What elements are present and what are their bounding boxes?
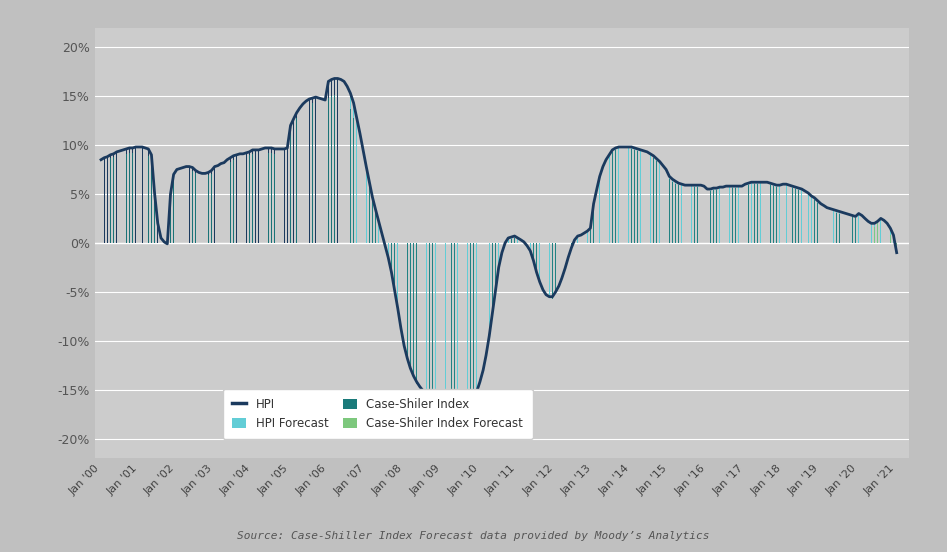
Text: Source: Case-Shiller Index Forecast data provided by Moody’s Analytics: Source: Case-Shiller Index Forecast data…: [238, 531, 709, 541]
Legend: HPI, HPI Forecast, Case-Shiler Index, Case-Shiler Index Forecast: HPI, HPI Forecast, Case-Shiler Index, Ca…: [223, 389, 532, 439]
